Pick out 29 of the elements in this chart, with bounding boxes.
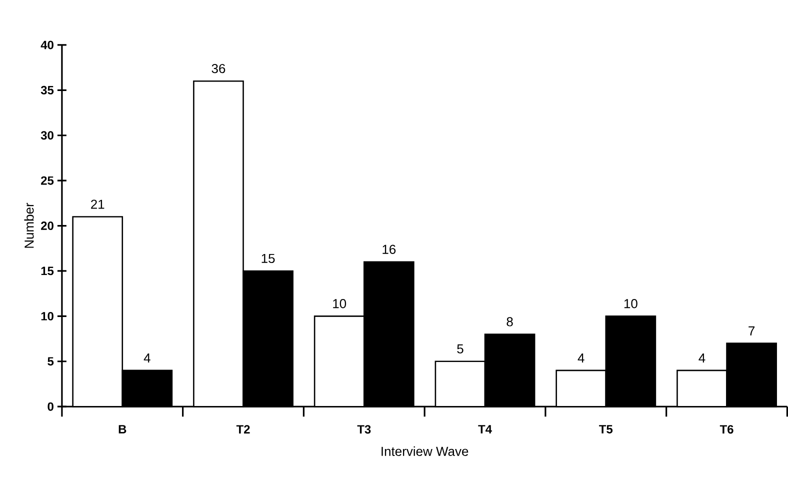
data-label: 5 [457,344,464,354]
y-tick-label: 15 [41,267,54,276]
x-tick-label: T2 [236,425,250,434]
y-tick-label: 5 [48,357,54,366]
data-label: 8 [506,317,513,327]
data-label: 4 [578,354,584,363]
y-tick-label: 40 [40,40,54,50]
data-label: 36 [212,64,226,74]
data-label: 16 [382,245,396,254]
data-label: 4 [698,354,706,363]
x-tick-label: T6 [720,425,734,434]
y-tick-label: 35 [40,86,54,95]
y-tick-label: 30 [40,131,54,140]
y-tick-label: 20 [41,222,54,230]
x-tick-label: B [118,425,126,434]
x-axis-title: Interview Wave [382,446,468,456]
data-label: 10 [333,299,346,308]
x-tick-label: T4 [478,425,492,434]
y-tick-label: 0 [48,402,54,412]
x-tick-label: T5 [599,425,613,434]
data-label: 4 [144,354,150,363]
x-tick-label: T3 [357,425,371,434]
data-label: 10 [624,299,638,308]
data-label: 15 [262,254,275,264]
y-tick-label: 10 [41,312,54,321]
y-tick-label: 25 [41,176,54,186]
y-axis-title: Number [24,203,34,248]
data-label: 21 [91,200,104,210]
data-label: 7 [748,326,755,336]
